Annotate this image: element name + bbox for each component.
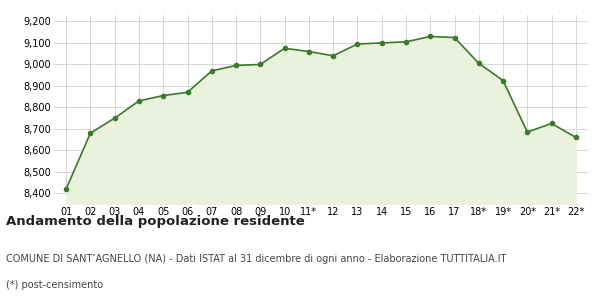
Text: COMUNE DI SANT’AGNELLO (NA) - Dati ISTAT al 31 dicembre di ogni anno - Elaborazi: COMUNE DI SANT’AGNELLO (NA) - Dati ISTAT… [6, 254, 506, 263]
Text: Andamento della popolazione residente: Andamento della popolazione residente [6, 214, 305, 227]
Text: (*) post-censimento: (*) post-censimento [6, 280, 103, 290]
